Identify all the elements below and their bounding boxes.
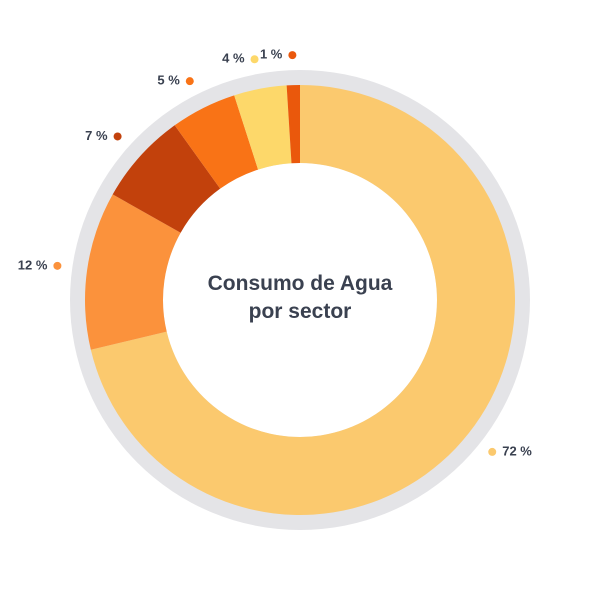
value-label: 1 % (260, 47, 283, 62)
label-dot (488, 447, 497, 456)
value-label: 5 % (157, 73, 180, 88)
donut-hole (163, 163, 437, 437)
donut-segment (286, 85, 300, 164)
donut-segment (112, 125, 221, 233)
label-dot (113, 132, 122, 141)
label-dot (250, 55, 259, 64)
value-label: 7 % (85, 128, 108, 143)
value-label: 72 % (502, 443, 532, 458)
label-dot (185, 77, 194, 86)
value-label: 4 % (222, 51, 245, 66)
label-dot (288, 51, 297, 60)
donut-segment (84, 194, 181, 350)
label-dot (53, 261, 62, 270)
donut-segment (90, 85, 515, 515)
donut-segment (234, 85, 292, 170)
chart-title: Consumo de Agua por sector (207, 272, 393, 323)
donut-segment (174, 95, 259, 189)
value-label: 12 % (18, 257, 48, 272)
